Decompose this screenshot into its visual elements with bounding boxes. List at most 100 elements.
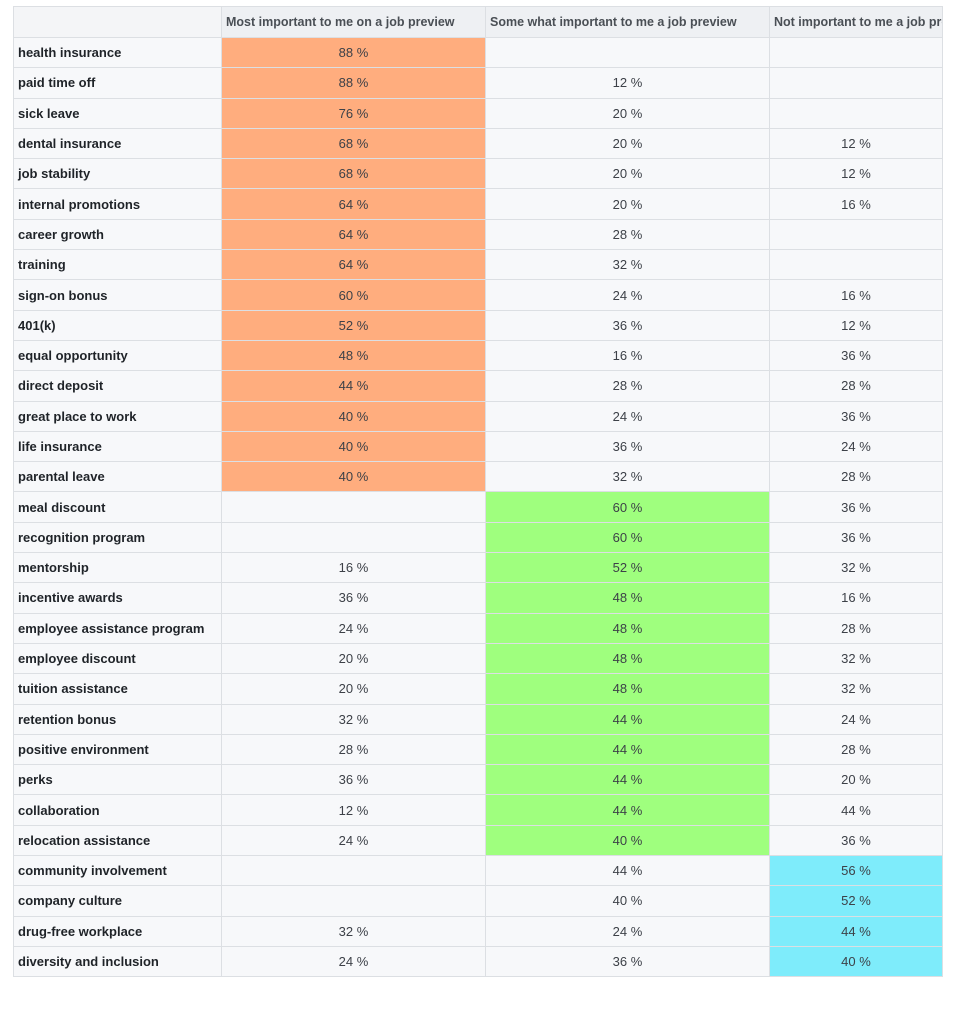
- cell-somewhat-important: 28 %: [485, 218, 770, 251]
- cell-somewhat-important: 24 %: [485, 279, 770, 311]
- cell-not-important: 24 %: [769, 703, 943, 735]
- cell-not-important: 44 %: [769, 915, 943, 947]
- table-row: collaboration 12 % 44 % 44 %: [13, 794, 943, 826]
- row-label: employee assistance program: [13, 612, 222, 644]
- cell-somewhat-important: 20 %: [485, 188, 770, 220]
- row-label: equal opportunity: [13, 339, 222, 372]
- row-label: diversity and inclusion: [13, 945, 222, 978]
- cell-not-important: 32 %: [769, 673, 943, 705]
- row-label: tuition assistance: [13, 673, 222, 705]
- table-row: career growth 64 % 28 %: [13, 218, 943, 251]
- cell-most-important: 40 %: [221, 400, 486, 432]
- row-label: collaboration: [13, 794, 222, 826]
- cell-not-important: 28 %: [769, 370, 943, 402]
- cell-somewhat-important: 24 %: [485, 915, 770, 947]
- cell-somewhat-important: 16 %: [485, 339, 770, 372]
- row-label: community involvement: [13, 855, 222, 887]
- cell-not-important: 28 %: [769, 612, 943, 644]
- table-row: retention bonus 32 % 44 % 24 %: [13, 703, 943, 735]
- cell-somewhat-important: 44 %: [485, 794, 770, 826]
- cell-not-important: 12 %: [769, 158, 943, 190]
- cell-most-important: 24 %: [221, 945, 486, 978]
- cell-somewhat-important: 36 %: [485, 945, 770, 978]
- cell-not-important: 36 %: [769, 491, 943, 523]
- table-row: 401(k) 52 % 36 % 12 %: [13, 309, 943, 341]
- row-label: positive environment: [13, 733, 222, 766]
- cell-most-important: 24 %: [221, 824, 486, 857]
- table-row: company culture 40 % 52 %: [13, 885, 943, 917]
- cell-not-important: 12 %: [769, 309, 943, 341]
- table-row: internal promotions 64 % 20 % 16 %: [13, 188, 943, 220]
- table-row: health insurance 88 %: [13, 36, 943, 69]
- cell-not-important: 20 %: [769, 764, 943, 796]
- cell-not-important: [769, 36, 943, 69]
- cell-most-important: 60 %: [221, 279, 486, 311]
- row-label: internal promotions: [13, 188, 222, 220]
- table-row: life insurance 40 % 36 % 24 %: [13, 430, 943, 463]
- table-row: dental insurance 68 % 20 % 12 %: [13, 127, 943, 160]
- table-row: employee assistance program 24 % 48 % 28 %: [13, 612, 943, 644]
- cell-most-important: 20 %: [221, 642, 486, 675]
- cell-somewhat-important: 44 %: [485, 855, 770, 887]
- cell-most-important: [221, 521, 486, 554]
- cell-somewhat-important: 44 %: [485, 733, 770, 766]
- cell-most-important: 12 %: [221, 794, 486, 826]
- cell-not-important: 16 %: [769, 188, 943, 220]
- table-row: employee discount 20 % 48 % 32 %: [13, 642, 943, 675]
- cell-not-important: 36 %: [769, 339, 943, 372]
- table-row: paid time off 88 % 12 %: [13, 67, 943, 99]
- header-label-column: [13, 6, 222, 38]
- cell-somewhat-important: 44 %: [485, 703, 770, 735]
- table-row: incentive awards 36 % 48 % 16 %: [13, 582, 943, 614]
- cell-not-important: 12 %: [769, 127, 943, 160]
- cell-most-important: 68 %: [221, 127, 486, 160]
- cell-not-important: [769, 97, 943, 129]
- cell-not-important: 44 %: [769, 794, 943, 826]
- cell-most-important: 48 %: [221, 339, 486, 372]
- row-label: incentive awards: [13, 582, 222, 614]
- cell-somewhat-important: 52 %: [485, 552, 770, 584]
- cell-somewhat-important: 24 %: [485, 400, 770, 432]
- row-label: great place to work: [13, 400, 222, 432]
- cell-somewhat-important: 48 %: [485, 612, 770, 644]
- row-label: retention bonus: [13, 703, 222, 735]
- cell-not-important: [769, 249, 943, 281]
- cell-somewhat-important: 20 %: [485, 158, 770, 190]
- cell-somewhat-important: 36 %: [485, 309, 770, 341]
- benefits-importance-table: Most important to me on a job preview So…: [13, 6, 943, 978]
- cell-most-important: 64 %: [221, 188, 486, 220]
- table-row: great place to work 40 % 24 % 36 %: [13, 400, 943, 432]
- header-row: Most important to me on a job preview So…: [13, 6, 943, 38]
- row-label: relocation assistance: [13, 824, 222, 857]
- cell-not-important: 28 %: [769, 461, 943, 493]
- cell-most-important: 64 %: [221, 218, 486, 251]
- table-row: equal opportunity 48 % 16 % 36 %: [13, 339, 943, 372]
- row-label: perks: [13, 764, 222, 796]
- row-label: employee discount: [13, 642, 222, 675]
- table-row: diversity and inclusion 24 % 36 % 40 %: [13, 945, 943, 978]
- cell-most-important: 64 %: [221, 249, 486, 281]
- header-not-important[interactable]: Not important to me a job preview: [769, 6, 943, 38]
- cell-not-important: 52 %: [769, 885, 943, 917]
- row-label: parental leave: [13, 461, 222, 493]
- header-most-important[interactable]: Most important to me on a job preview: [221, 6, 486, 38]
- header-somewhat-important[interactable]: Some what important to me a job preview: [485, 6, 770, 38]
- cell-somewhat-important: 12 %: [485, 67, 770, 99]
- cell-somewhat-important: 60 %: [485, 491, 770, 523]
- cell-not-important: 16 %: [769, 279, 943, 311]
- table-row: relocation assistance 24 % 40 % 36 %: [13, 824, 943, 857]
- row-label: paid time off: [13, 67, 222, 99]
- row-label: sick leave: [13, 97, 222, 129]
- cell-not-important: 24 %: [769, 430, 943, 463]
- row-label: dental insurance: [13, 127, 222, 160]
- cell-most-important: 44 %: [221, 370, 486, 402]
- cell-most-important: 40 %: [221, 461, 486, 493]
- row-label: training: [13, 249, 222, 281]
- cell-most-important: 28 %: [221, 733, 486, 766]
- row-label: life insurance: [13, 430, 222, 463]
- cell-not-important: 32 %: [769, 642, 943, 675]
- table-row: sick leave 76 % 20 %: [13, 97, 943, 129]
- table-row: direct deposit 44 % 28 % 28 %: [13, 370, 943, 402]
- row-label: direct deposit: [13, 370, 222, 402]
- cell-not-important: 36 %: [769, 521, 943, 554]
